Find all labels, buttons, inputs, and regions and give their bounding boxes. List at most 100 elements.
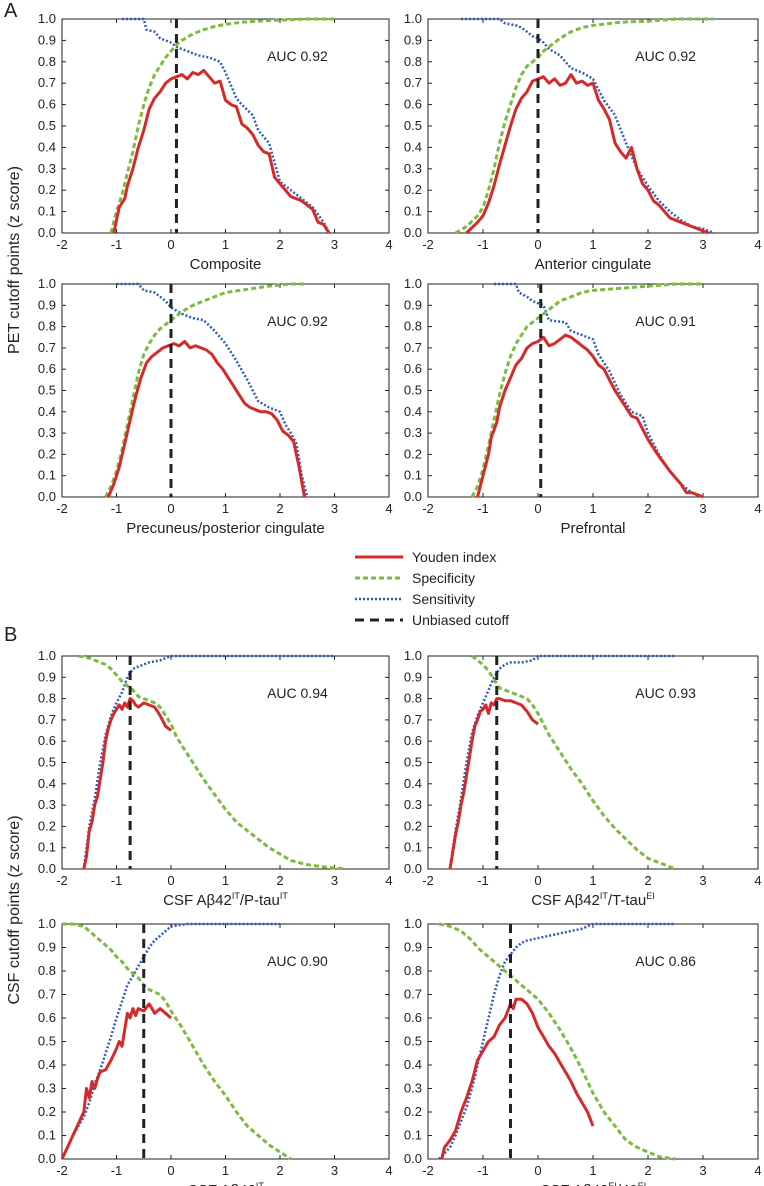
- x-axis-label-sup: IT: [280, 891, 289, 901]
- y-tick-label: 0.2: [38, 818, 56, 833]
- y-tick-label: 0.9: [404, 32, 422, 47]
- y-tick-label: 0.2: [404, 818, 422, 833]
- y-tick-label: 0.6: [38, 361, 56, 376]
- series-youden: [440, 997, 595, 1160]
- x-tick-label: 0: [534, 1163, 541, 1178]
- x-tick-label: -2: [56, 237, 68, 252]
- series-spec: [471, 654, 677, 871]
- x-tick-label: 3: [331, 501, 338, 516]
- y-tick-label: 0.8: [38, 691, 56, 706]
- x-tick-label: 1: [222, 1163, 229, 1178]
- x-axis-label-sup: EI: [638, 1181, 647, 1186]
- y-tick-label: 0.3: [404, 797, 422, 812]
- x-axis-label: Prefrontal: [560, 520, 625, 537]
- x-tick-label: 4: [754, 1163, 761, 1178]
- y-tick-label: 0.5: [404, 1034, 422, 1049]
- y-tick-label: 0.6: [404, 1010, 422, 1025]
- y-tick-label: 0.1: [404, 204, 422, 219]
- y-tick-label: 0.5: [38, 755, 56, 770]
- y-tick-label: 0.5: [404, 118, 422, 133]
- x-tick-label: 4: [385, 237, 392, 252]
- x-axis-label: Precuneus/posterior cingulate: [126, 520, 324, 537]
- y-tick-label: 0.7: [404, 75, 422, 90]
- x-tick-label: 0: [167, 1163, 174, 1178]
- y-tick-label: 0.5: [38, 1034, 56, 1049]
- y-tick-label: 0.9: [38, 669, 56, 684]
- x-tick-label: 3: [331, 873, 338, 888]
- x-tick-label: -2: [422, 873, 434, 888]
- x-tick-label: -1: [477, 873, 489, 888]
- x-axis-label-part: Precuneus/posterior cingulate: [126, 520, 324, 537]
- y-tick-label: 0.8: [38, 963, 56, 978]
- auc-label: AUC 0.94: [267, 685, 328, 701]
- y-tick-label: 0.3: [38, 425, 56, 440]
- auc-label: AUC 0.92: [267, 48, 328, 64]
- x-axis-label-sup: IT: [232, 891, 241, 901]
- x-tick-label: 1: [222, 873, 229, 888]
- y-tick-label: 0.8: [404, 54, 422, 69]
- y-tick-label: 1.0: [404, 11, 422, 26]
- y-tick-label: 0.1: [404, 840, 422, 855]
- y-tick-label: 0.6: [404, 361, 422, 376]
- y-tick-label: 0.2: [38, 446, 56, 461]
- x-tick-label: -1: [111, 501, 123, 516]
- legend-label: Unbiased cutoff: [412, 612, 509, 628]
- x-tick-label: 0: [167, 237, 174, 252]
- y-tick-label: 0.9: [38, 32, 56, 47]
- x-axis-label: CSF Aβ42IT/P-tauIT: [163, 891, 288, 909]
- y-tick-label: 0.7: [38, 75, 56, 90]
- x-tick-label: 2: [276, 1163, 283, 1178]
- x-axis-label-sup: EI: [608, 1181, 617, 1186]
- chart-panel: 0.0 0.1 0.2 0.3 0.4 0.5 0.6 0.7 0.8 0.9 1.0 -2 -1 0 1 2…: [404, 648, 762, 909]
- y-axis-label-pet: PET cutoff points (z score): [6, 166, 23, 354]
- chart-panel: 0.0 0.1 0.2 0.3 0.4 0.5 0.6 0.7 0.8 0.9 1.0 -2 -1 0 1 2…: [404, 11, 762, 273]
- y-tick-label: 0.9: [38, 297, 56, 312]
- x-tick-label: -1: [477, 1163, 489, 1178]
- series-sens: [448, 654, 676, 870]
- x-tick-label: -1: [477, 501, 489, 516]
- x-tick-label: 2: [644, 873, 651, 888]
- y-tick-label: 0.0: [38, 225, 56, 240]
- y-tick-label: 1.0: [404, 276, 422, 291]
- y-tick-label: 0.3: [404, 1081, 422, 1096]
- y-tick-label: 0.0: [38, 861, 56, 876]
- series-spec: [104, 282, 308, 498]
- x-tick-label: -2: [422, 501, 434, 516]
- x-tick-label: 1: [222, 501, 229, 516]
- x-tick-label: -1: [111, 237, 123, 252]
- y-tick-label: 0.3: [38, 797, 56, 812]
- x-tick-label: 4: [754, 237, 761, 252]
- series-youden: [465, 73, 710, 235]
- y-tick-label: 1.0: [38, 11, 56, 26]
- series-sens: [438, 922, 676, 1160]
- x-axis-label-sup: EI: [646, 891, 655, 901]
- x-tick-label: -2: [56, 1163, 68, 1178]
- legend-label: Youden index: [412, 549, 496, 565]
- plot-frame: [427, 283, 759, 498]
- y-tick-label: 0.4: [404, 776, 422, 791]
- y-tick-label: 1.0: [38, 648, 56, 663]
- series-youden: [82, 697, 172, 870]
- x-tick-label: 2: [644, 237, 651, 252]
- x-axis-label: CSF Aβ42IT: [187, 1181, 264, 1186]
- x-tick-label: -1: [111, 1163, 123, 1178]
- chart-panel: 0.0 0.1 0.2 0.3 0.4 0.5 0.6 0.7 0.8 0.9 1.0 -2 -1 0 1 2…: [38, 11, 393, 273]
- y-tick-label: 0.0: [38, 1151, 56, 1166]
- y-tick-label: 0.2: [404, 182, 422, 197]
- series-sens: [122, 17, 331, 234]
- x-axis-label-part: Anterior cingulate: [535, 256, 652, 273]
- y-tick-label: 0.8: [404, 691, 422, 706]
- chart-panel: 0.0 0.1 0.2 0.3 0.4 0.5 0.6 0.7 0.8 0.9 1.0 -2 -1 0 1 2…: [38, 916, 393, 1186]
- chart-panel: 0.0 0.1 0.2 0.3 0.4 0.5 0.6 0.7 0.8 0.9 1.0 -2 -1 0 1 2…: [38, 276, 393, 537]
- y-tick-label: 0.3: [38, 161, 56, 176]
- legend-label: Sensitivity: [412, 591, 475, 607]
- x-axis-label-part: /40: [617, 1182, 638, 1186]
- x-tick-label: 2: [276, 873, 283, 888]
- y-tick-label: 0.9: [404, 669, 422, 684]
- y-tick-label: 0.4: [38, 404, 56, 419]
- series-spec: [78, 654, 346, 871]
- x-tick-label: -1: [111, 873, 123, 888]
- series-spec: [109, 17, 335, 234]
- x-tick-label: 1: [589, 237, 596, 252]
